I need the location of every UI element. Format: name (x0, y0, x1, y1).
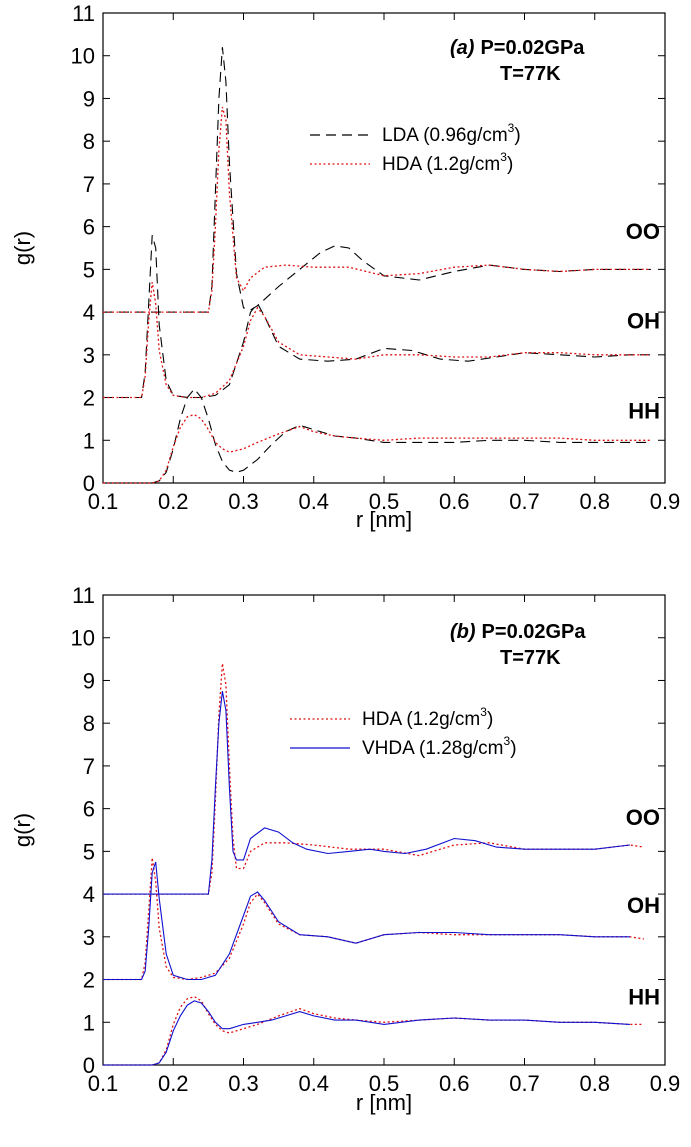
legend-close: ) (514, 125, 520, 146)
y-tick-label: 8 (83, 711, 95, 736)
y-tick-label: 6 (83, 797, 95, 822)
x-tick-label: 0.9 (650, 1071, 681, 1096)
series-line-hda-hh (103, 415, 651, 483)
x-tick-label: 0.8 (579, 489, 610, 514)
curve-label-oh: OH (627, 893, 660, 918)
y-tick-label: 0 (83, 1053, 95, 1078)
x-tick-label: 0.8 (579, 1071, 610, 1096)
temperature-label: T=77K (500, 647, 561, 669)
y-tick-label: 1 (83, 1010, 95, 1035)
y-tick-label: 11 (72, 583, 95, 608)
x-tick-label: 0.2 (158, 489, 189, 514)
y-tick-label: 8 (83, 129, 95, 154)
curve-label-hh: HH (628, 398, 660, 423)
y-tick-label: 7 (83, 754, 95, 779)
series-line-lda-hh (103, 389, 651, 483)
y-tick-label: 4 (83, 882, 95, 907)
y-tick-label: 9 (83, 668, 95, 693)
y-tick-label: 3 (83, 343, 95, 368)
y-tick-label: 5 (83, 257, 95, 282)
x-tick-label: 0.6 (439, 1071, 470, 1096)
curve-label-hh: HH (628, 985, 660, 1010)
y-tick-label: 4 (83, 300, 95, 325)
temperature-label: T=77K (500, 63, 561, 85)
legend-close: ) (510, 738, 516, 759)
x-tick-label: 0.7 (509, 1071, 540, 1096)
y-axis-label: g(r) (10, 813, 35, 847)
chart-panel-b: 0.1 0.2 0.3 0.4 0.5 0.6 0.7 0.8 0.90123456789101… (10, 583, 680, 1115)
legend-close: ) (487, 709, 493, 730)
series-line-hda-oh (103, 282, 651, 397)
legend-text: LDA (0.96g/cm (382, 125, 508, 146)
panel-id: (a) (450, 37, 475, 59)
pressure-label: P=0.02GPa (482, 621, 587, 643)
legend-text: HDA (1.2g/cm (382, 154, 500, 175)
y-tick-label: 2 (83, 968, 95, 993)
y-tick-label: 0 (83, 471, 95, 496)
x-axis-label: r [nm] (356, 507, 412, 532)
y-tick-label: 1 (83, 428, 95, 453)
y-tick-label: 3 (83, 925, 95, 950)
legend-close: ) (507, 154, 513, 175)
panel-annotation: (b) P=0.02GPa (450, 621, 586, 643)
pressure-label: P=0.02GPa (480, 37, 585, 59)
legend-label: HDA (1.2g/cm3) (382, 150, 513, 175)
series-line-vhda-hh (103, 1001, 630, 1065)
curve-label-oo: OO (626, 219, 660, 244)
legend-label: LDA (0.96g/cm3) (382, 121, 521, 146)
y-tick-label: 9 (83, 86, 95, 111)
panel-annotation: (a) P=0.02GPa (450, 37, 585, 59)
series-line-hda-oo (103, 663, 644, 894)
series-line-hda-oh (103, 858, 644, 980)
series-line-vhda-oh (103, 862, 630, 980)
x-tick-label: 0.7 (509, 489, 540, 514)
curve-label-oh: OH (627, 309, 660, 334)
legend-label: VHDA (1.28g/cm3) (362, 734, 517, 759)
y-tick-label: 11 (72, 1, 95, 26)
legend-label: HDA (1.2g/cm3) (362, 705, 493, 730)
x-tick-label: 0.2 (158, 1071, 189, 1096)
x-tick-label: 0.6 (439, 489, 470, 514)
x-tick-label: 0.3 (228, 1071, 259, 1096)
series-line-hda-oo (103, 107, 651, 312)
legend-text: HDA (1.2g/cm (362, 709, 480, 730)
x-axis-label: r [nm] (356, 1090, 412, 1115)
plot-frame (103, 595, 665, 1065)
y-tick-label: 5 (83, 839, 95, 864)
panel-id: (b) (450, 621, 476, 643)
series-line-hda-hh (103, 997, 644, 1065)
y-tick-label: 2 (83, 386, 95, 411)
plot-frame (103, 13, 665, 483)
x-tick-label: 0.4 (298, 1071, 329, 1096)
y-tick-label: 10 (71, 626, 95, 651)
x-tick-label: 0.4 (298, 489, 329, 514)
y-tick-label: 6 (83, 215, 95, 240)
chart-panel-a: 0.1 0.2 0.3 0.4 0.5 0.6 0.7 0.8 0.90123456789101… (10, 1, 680, 532)
x-tick-label: 0.9 (650, 489, 681, 514)
series-line-lda-oh (103, 235, 651, 397)
legend-text: VHDA (1.28g/cm (362, 738, 504, 759)
curve-label-oo: OO (626, 805, 660, 830)
x-tick-label: 0.3 (228, 489, 259, 514)
series-line-lda-oo (103, 47, 651, 312)
y-tick-label: 10 (71, 44, 95, 69)
y-tick-label: 7 (83, 172, 95, 197)
y-axis-label: g(r) (10, 231, 35, 265)
